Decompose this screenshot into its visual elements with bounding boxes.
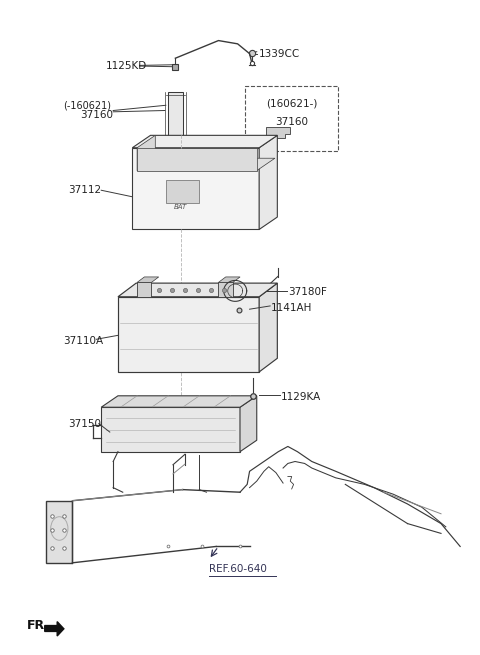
Polygon shape [118,297,259,372]
Polygon shape [45,622,64,636]
Polygon shape [137,277,159,282]
Text: 37110A: 37110A [63,335,103,346]
Text: 1129KA: 1129KA [281,392,321,402]
Text: REF.60-640: REF.60-640 [209,565,267,574]
Polygon shape [240,396,257,452]
Text: 37160: 37160 [80,110,113,120]
Polygon shape [166,180,199,203]
Polygon shape [132,148,259,229]
Polygon shape [118,283,277,297]
Polygon shape [218,277,240,282]
Text: 37150: 37150 [68,419,101,429]
Text: 1141AH: 1141AH [271,303,312,313]
Polygon shape [137,282,152,297]
Polygon shape [137,159,275,171]
Polygon shape [101,407,240,452]
Polygon shape [101,396,257,407]
Polygon shape [168,92,182,141]
Text: (-160621): (-160621) [63,100,111,110]
Polygon shape [46,500,72,563]
Bar [245,86,338,151]
Text: 37160: 37160 [275,117,308,126]
Polygon shape [132,136,277,148]
Polygon shape [259,283,277,372]
Text: BAT: BAT [174,204,187,210]
Polygon shape [137,136,156,171]
Polygon shape [137,148,257,171]
Text: 37112: 37112 [68,185,101,195]
Polygon shape [247,284,266,297]
Text: 1339CC: 1339CC [259,49,300,60]
Text: (160621-): (160621-) [266,99,317,109]
Text: 37180F: 37180F [288,286,327,297]
Polygon shape [266,128,290,138]
Polygon shape [218,282,233,297]
Text: FR.: FR. [27,619,50,632]
Text: 1125KD: 1125KD [106,61,147,71]
Polygon shape [259,136,277,229]
